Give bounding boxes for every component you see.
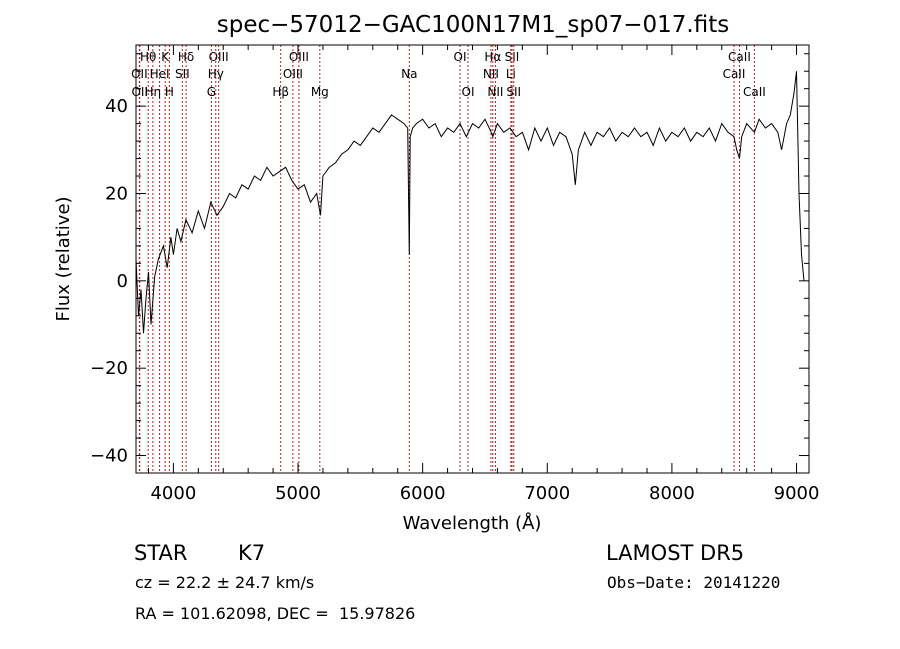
x-axis-label: Wavelength (Å): [403, 512, 542, 534]
marker-label-11: SII: [175, 67, 190, 81]
marker-label-5: OI: [454, 50, 467, 64]
observation-date: Obs−Date: 20141220: [607, 573, 781, 592]
marker-label-0: Hθ: [140, 50, 156, 64]
coordinates: RA = 101.62098, DEC = 15.97826: [135, 604, 416, 623]
marker-label-16: Li: [506, 67, 516, 81]
marker-label-12: Hγ: [208, 67, 224, 81]
marker-label-1: K: [161, 50, 170, 64]
y-tick-label-4: 40: [105, 96, 128, 117]
marker-label-4: OIII: [289, 50, 309, 64]
x-tick-label-0: 4000: [150, 483, 196, 504]
x-tick-label-5: 9000: [774, 483, 820, 504]
marker-label-22: Hβ: [272, 85, 289, 99]
y-tick-label-0: −40: [90, 446, 128, 467]
marker-label-27: CaII: [743, 85, 766, 99]
y-tick-label-2: 0: [117, 271, 128, 292]
marker-label-13: OIII: [283, 67, 303, 81]
x-axis-ticks: 4000 5000 6000 7000 8000 9000: [147, 45, 820, 504]
marker-label-20: H: [165, 85, 174, 99]
marker-label-10: HeI: [150, 67, 170, 81]
x-tick-label-4: 8000: [649, 483, 695, 504]
redshift-velocity: cz = 22.2 ± 24.7 km/s: [135, 573, 315, 592]
marker-label-23: Mg: [311, 85, 329, 99]
x-tick-label-2: 6000: [400, 483, 446, 504]
chart-title: spec−57012−GAC100N17M1_sp07−017.fits: [217, 12, 729, 38]
y-tick-label-3: 20: [105, 183, 128, 204]
survey-name: LAMOST DR5: [606, 541, 745, 565]
plot-frame: [135, 44, 810, 474]
marker-label-24: OI: [462, 85, 475, 99]
marker-label-26: SII: [506, 85, 521, 99]
spectrum-line-0: [135, 71, 805, 334]
marker-label-7: SII: [505, 50, 520, 64]
spectrum-series: [135, 71, 805, 334]
marker-label-17: CaII: [723, 67, 746, 81]
object-subclass: K7: [238, 541, 266, 565]
marker-label-25: NII: [487, 85, 503, 99]
marker-label-2: Hδ: [178, 50, 194, 64]
marker-label-19: Hη: [145, 85, 162, 99]
marker-label-21: G: [207, 85, 216, 99]
marker-label-3: OIII: [209, 50, 229, 64]
x-tick-label-3: 7000: [524, 483, 570, 504]
y-axis-ticks: −40 −20 0 20 40: [90, 53, 809, 474]
y-tick-label-1: −20: [90, 358, 128, 379]
y-axis-label: Flux (relative): [53, 196, 74, 321]
object-class: STAR: [134, 541, 188, 565]
marker-label-6: Hα: [484, 50, 501, 64]
marker-label-8: CaII: [728, 50, 751, 64]
x-tick-label-1: 5000: [275, 483, 321, 504]
marker-label-14: Na: [401, 67, 417, 81]
marker-label-15: NII: [483, 67, 499, 81]
